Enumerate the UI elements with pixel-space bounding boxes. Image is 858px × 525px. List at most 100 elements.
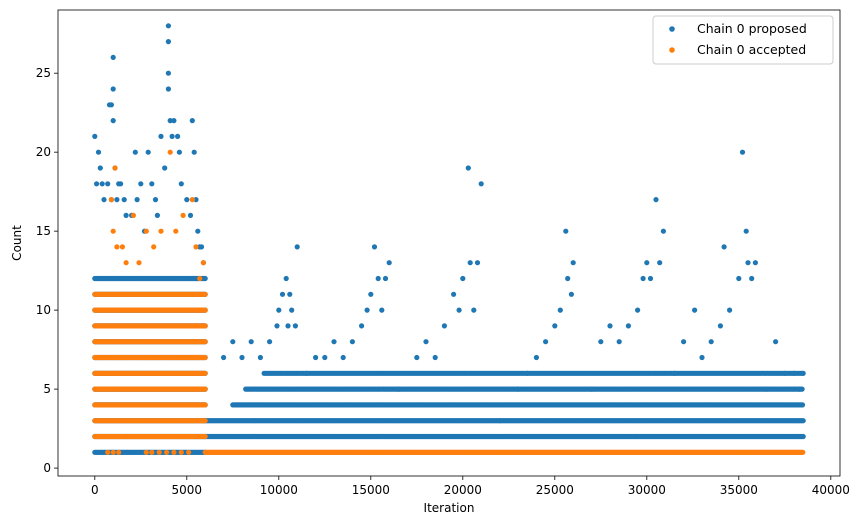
point-proposed [692,307,698,313]
point-proposed [110,54,116,61]
point-proposed [105,181,111,187]
point-proposed [471,307,477,313]
point-proposed [165,70,171,76]
point-proposed [552,323,558,329]
point-proposed [99,181,105,187]
point-proposed [322,354,328,361]
point-proposed [195,228,201,234]
point-proposed [165,23,171,29]
point-proposed [94,181,100,187]
point-proposed [570,260,576,266]
point-proposed [635,307,641,313]
point-proposed [202,275,208,282]
point-proposed [276,307,282,313]
point-proposed [478,181,484,187]
point-proposed [154,212,160,218]
point-proposed [267,339,273,345]
point-proposed [796,386,803,392]
point-proposed [138,181,144,187]
point-proposed [375,275,381,282]
point-proposed [524,370,530,376]
point-proposed [543,339,549,345]
point-proposed [198,244,205,250]
point-proposed [158,133,164,139]
point-proposed [800,418,806,424]
point-proposed [257,354,263,361]
point-proposed [95,149,102,155]
point-proposed [616,339,622,345]
point-proposed [274,323,280,329]
point-proposed [423,339,429,345]
point-proposed [625,323,632,329]
point-proposed [175,133,181,139]
point-proposed [465,165,471,171]
point-proposed [460,275,466,282]
point-proposed [287,291,293,297]
point-proposed [162,165,168,171]
data-points [92,23,806,455]
point-proposed [647,275,654,282]
point-proposed [800,370,806,376]
plot-area [58,10,840,476]
point-proposed [386,260,392,266]
point-proposed [395,386,401,392]
point-proposed [799,402,806,408]
point-proposed [497,418,503,424]
point-proposed [294,244,300,250]
point-proposed [171,118,177,124]
point-proposed [681,339,687,345]
point-proposed [800,433,806,440]
point-proposed [717,323,724,329]
point-proposed [568,291,575,297]
point-proposed [671,370,678,376]
point-proposed [101,197,107,203]
point-proposed [145,149,151,155]
point-proposed [533,354,540,361]
point-proposed [721,244,727,250]
point-proposed [653,197,659,203]
point-proposed [782,370,788,376]
point-proposed [169,133,175,139]
point-proposed [114,197,120,203]
point-proposed [283,275,289,282]
point-proposed [752,260,759,266]
point-proposed [191,149,197,155]
point-proposed [359,323,365,329]
point-proposed [221,354,227,361]
point-proposed [699,354,705,361]
point-proposed [441,323,447,329]
point-proposed [167,118,173,124]
point-proposed [331,339,337,345]
point-proposed [184,197,190,203]
point-proposed [121,197,127,203]
point-proposed [176,149,182,155]
point-proposed [745,260,751,266]
point-proposed [193,197,199,203]
point-proposed [292,323,298,329]
point-proposed [589,386,595,392]
point-proposed [364,307,370,313]
point-proposed [382,275,389,282]
point-proposed [557,307,563,313]
point-proposed [279,291,286,297]
point-proposed [565,275,571,282]
point-proposed [187,212,194,218]
point-proposed [97,165,103,171]
point-proposed [749,275,755,282]
point-proposed [598,339,604,345]
point-proposed [739,149,746,155]
point-proposed [285,323,291,329]
point-proposed [708,339,714,345]
point-proposed [644,260,650,266]
point-proposed [110,118,116,124]
point-proposed [340,354,346,361]
point-proposed [736,275,742,282]
point-proposed [149,181,155,187]
point-proposed [657,260,663,266]
point-proposed [474,260,481,266]
point-proposed [563,228,569,234]
point-proposed [134,197,140,203]
point-proposed [432,354,438,361]
point-proposed [239,354,245,361]
